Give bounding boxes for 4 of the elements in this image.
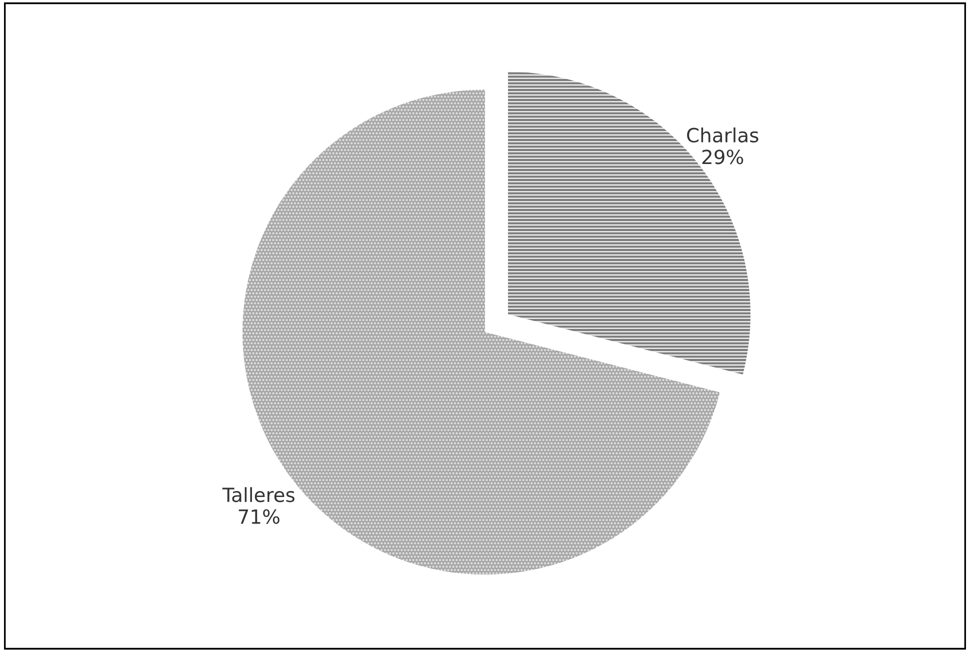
data-label: 71% [238, 509, 280, 524]
slice-label: Charlas [687, 127, 758, 143]
data-label: 29% [702, 150, 744, 164]
slice-label: Talleres [222, 487, 294, 502]
